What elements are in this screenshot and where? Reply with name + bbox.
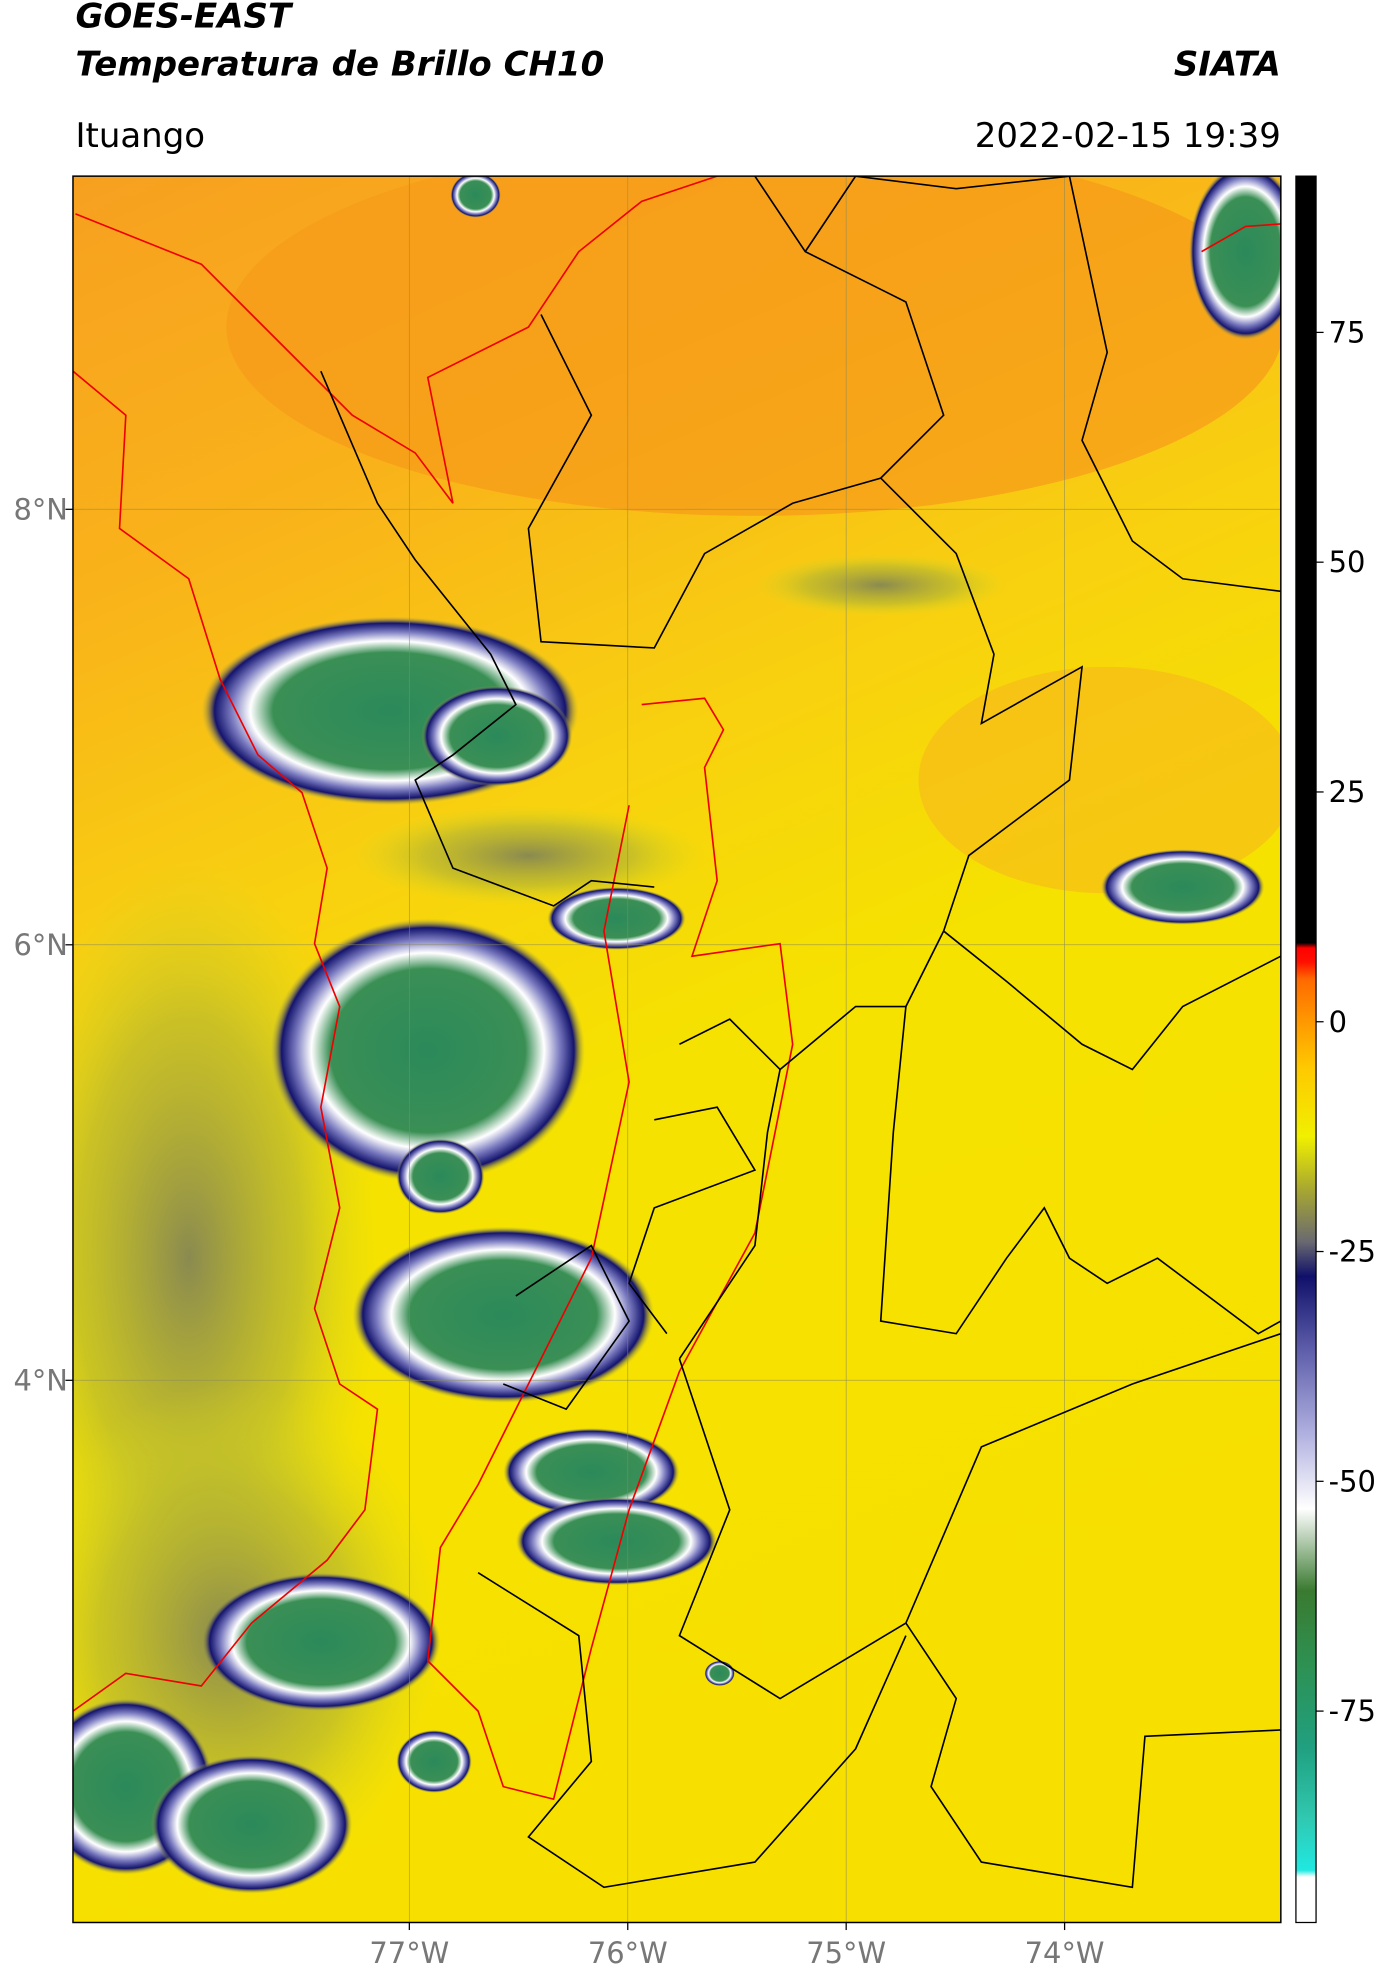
- colorbar-tick-label: -75: [1329, 1694, 1376, 1728]
- map-image: [72, 176, 1281, 1923]
- colorbar-tick-label: -25: [1329, 1235, 1376, 1269]
- lon-tick-label: 76°W: [588, 1936, 668, 1970]
- lat-tick-label: 4°N: [13, 1363, 68, 1397]
- colorbar-tick-label: 25: [1329, 775, 1366, 809]
- lon-tick-label: 75°W: [806, 1936, 886, 1970]
- location: Ituango: [75, 116, 205, 156]
- lat-tick-label: 8°N: [13, 492, 68, 526]
- subtitle: Temperatura de Brillo CH10: [75, 44, 604, 84]
- lat-tick-label: 6°N: [13, 928, 68, 962]
- colorbar-tick-label: 50: [1329, 545, 1366, 579]
- lon-tick-label: 74°W: [1025, 1936, 1105, 1970]
- colorbar-tick-label: 0: [1329, 1005, 1347, 1039]
- colorbar-tick-label: -50: [1329, 1464, 1376, 1498]
- brand: SIATA: [1174, 44, 1281, 84]
- colorbar-tick-label: 75: [1329, 315, 1366, 349]
- title: GOES-EAST: [75, 0, 293, 37]
- colorbar: [1295, 175, 1317, 1924]
- lon-tick-label: 77°W: [369, 1936, 449, 1970]
- map-frame: [72, 175, 1282, 1924]
- datetime: 2022-02-15 19:39: [975, 116, 1281, 156]
